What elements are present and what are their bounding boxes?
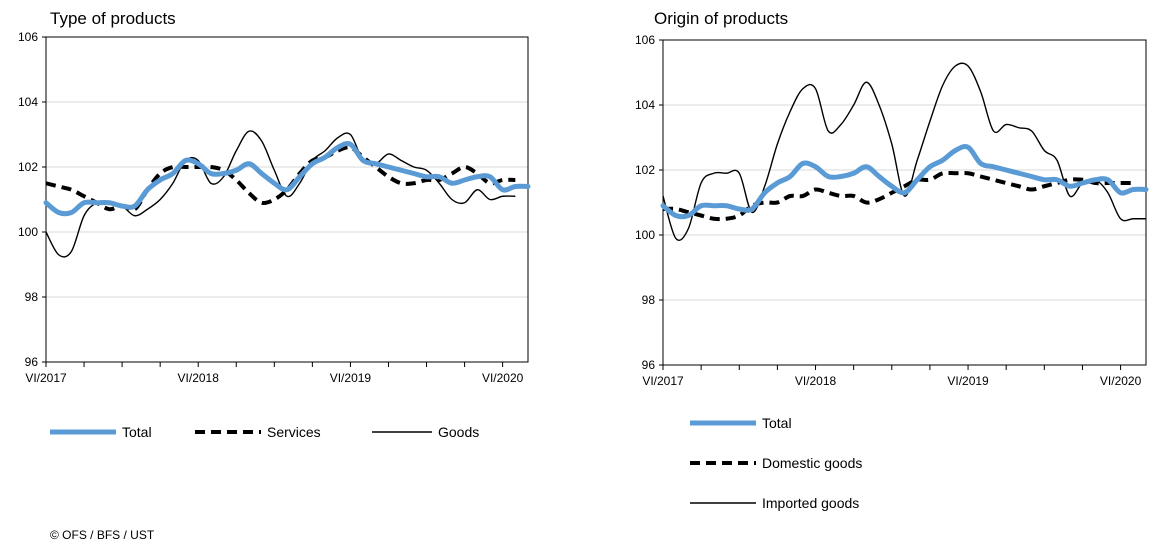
chart-title: Origin of products bbox=[654, 9, 788, 28]
y-tick-label: 102 bbox=[18, 160, 38, 174]
x-tick-label: VI/2019 bbox=[947, 374, 989, 388]
series-line-imported-goods bbox=[662, 62, 1146, 241]
y-tick-label: 98 bbox=[25, 290, 39, 304]
x-tick-label: VI/2018 bbox=[178, 371, 220, 385]
chart-origin-of-products: Origin of products 96 98 100 102 104 106 VI/201… bbox=[635, 9, 1149, 511]
x-tick-label: VI/2019 bbox=[330, 371, 372, 385]
legend-label: Domestic goods bbox=[762, 455, 862, 471]
y-tick-label: 106 bbox=[18, 30, 38, 44]
x-tick-label: VI/2017 bbox=[25, 371, 67, 385]
x-tick-label: VI/2017 bbox=[642, 374, 684, 388]
y-tick-label: 102 bbox=[635, 163, 655, 177]
legend-label: Imported goods bbox=[762, 495, 859, 511]
x-tick-label: VI/2020 bbox=[482, 371, 524, 385]
y-tick-label: 96 bbox=[25, 355, 39, 369]
legend-label: Total bbox=[762, 415, 792, 431]
y-tick-label: 96 bbox=[642, 358, 656, 372]
y-tick-label: 100 bbox=[635, 228, 655, 242]
series-line-domestic-goods bbox=[662, 170, 1134, 222]
series-line-total bbox=[660, 144, 1149, 220]
legend-label: Total bbox=[122, 424, 152, 440]
x-tick-label: VI/2018 bbox=[795, 374, 837, 388]
y-tick-label: 100 bbox=[18, 225, 38, 239]
y-tick-label: 104 bbox=[635, 98, 655, 112]
plot-frame bbox=[45, 36, 529, 363]
y-tick-label: 98 bbox=[642, 293, 656, 307]
plot-frame bbox=[662, 39, 1147, 366]
series-line-total bbox=[43, 141, 531, 217]
chart-title: Type of products bbox=[50, 9, 176, 28]
x-tick-label: VI/2020 bbox=[1100, 374, 1142, 388]
chart-type-of-products: Type of products 96 98 100 102 104 106 VI/2017 V… bbox=[18, 9, 531, 440]
legend-label: Services bbox=[267, 424, 321, 440]
y-tick-label: 106 bbox=[635, 33, 655, 47]
credit-text: © OFS / BFS / UST bbox=[50, 528, 155, 542]
legend-label: Goods bbox=[438, 424, 479, 440]
y-tick-label: 104 bbox=[18, 95, 38, 109]
